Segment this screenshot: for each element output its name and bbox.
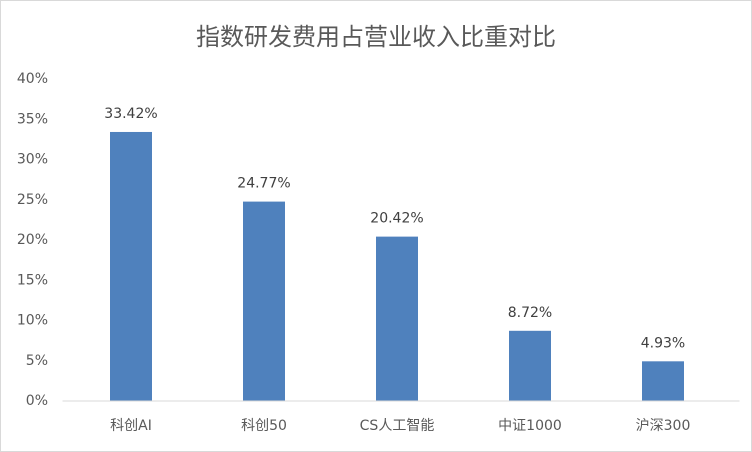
y-tick-label: 20% bbox=[17, 232, 48, 248]
bar bbox=[509, 330, 551, 401]
x-tick-label: 科创50 bbox=[241, 418, 287, 434]
bar bbox=[642, 361, 684, 401]
data-label: 4.93% bbox=[641, 335, 685, 351]
y-tick-label: 0% bbox=[26, 393, 48, 409]
data-label: 20.42% bbox=[370, 211, 423, 227]
y-tick-label: 10% bbox=[17, 313, 48, 329]
data-label: 33.42% bbox=[104, 106, 157, 122]
data-label: 24.77% bbox=[237, 176, 290, 192]
x-tick-label: CS人工智能 bbox=[360, 418, 435, 434]
y-tick-label: 25% bbox=[17, 192, 48, 208]
bar bbox=[110, 131, 152, 401]
x-tick-label: 中证1000 bbox=[498, 418, 562, 434]
data-label: 8.72% bbox=[508, 305, 552, 321]
y-tick-label: 35% bbox=[17, 111, 48, 127]
chart-title: 指数研发费用占营业收入比重对比 bbox=[196, 23, 556, 51]
x-tick-label: 沪深300 bbox=[636, 418, 691, 434]
y-tick-label: 5% bbox=[26, 353, 48, 369]
y-tick-label: 30% bbox=[17, 152, 48, 168]
y-tick-label: 15% bbox=[17, 272, 48, 288]
bar bbox=[376, 236, 418, 401]
y-tick-label: 40% bbox=[17, 71, 48, 87]
x-tick-label: 科创AI bbox=[110, 418, 152, 434]
bar bbox=[243, 201, 285, 401]
